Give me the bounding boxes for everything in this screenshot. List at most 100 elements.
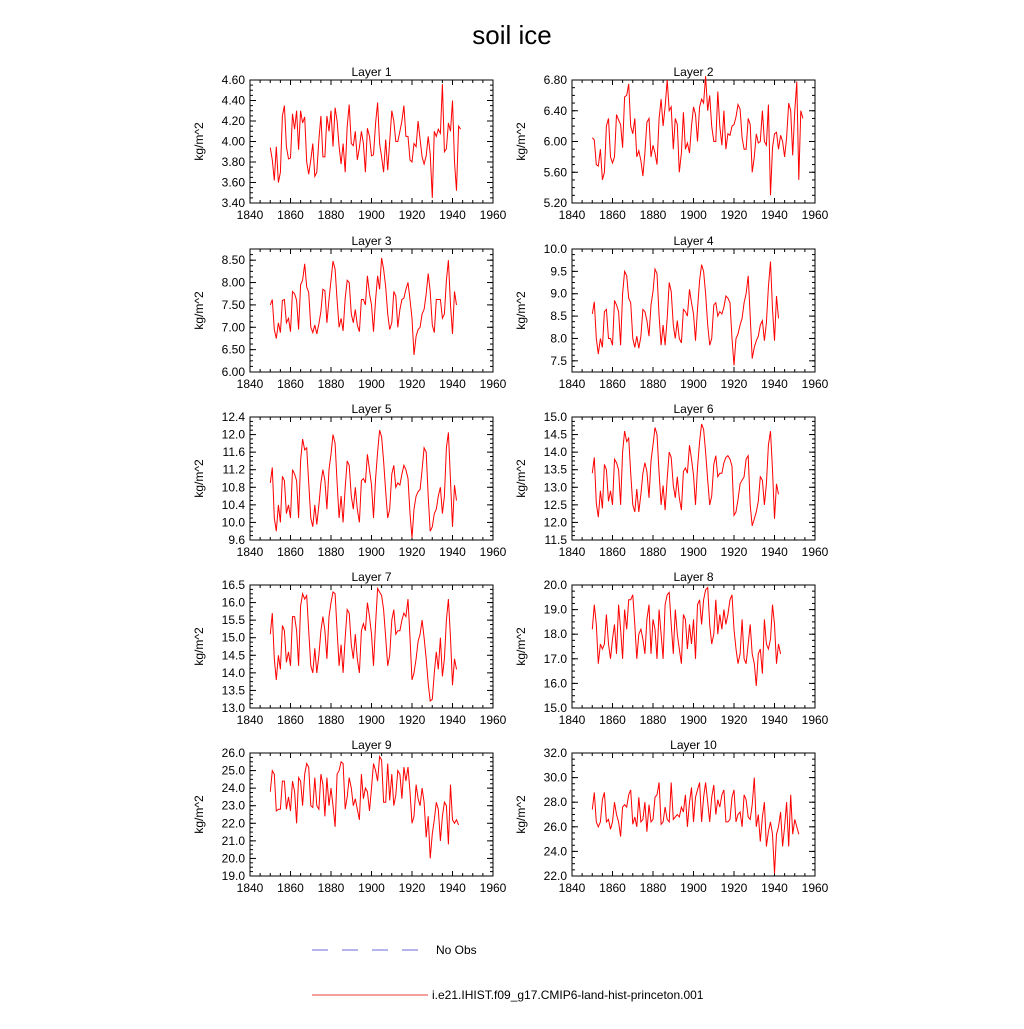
main-title: soil ice bbox=[472, 20, 551, 50]
y-tick-label: 6.80 bbox=[544, 73, 568, 87]
plot-frame bbox=[571, 248, 816, 373]
legend-no-obs-label: No Obs bbox=[436, 943, 477, 957]
x-tick-label: 1840 bbox=[237, 208, 264, 222]
y-tick-label: 18.0 bbox=[544, 627, 568, 641]
panel-title: Layer 5 bbox=[351, 402, 391, 416]
series-line bbox=[269, 430, 457, 538]
y-tick-label: 4.40 bbox=[222, 94, 246, 108]
x-tick-label: 1860 bbox=[599, 881, 626, 895]
y-tick-label: 6.00 bbox=[222, 365, 246, 379]
y-tick-label: 20.0 bbox=[544, 578, 568, 592]
x-tick-label: 1880 bbox=[640, 545, 667, 559]
x-tick-label: 1960 bbox=[802, 881, 829, 895]
y-axis-label: kg/m^2 bbox=[192, 122, 206, 161]
y-tick-label: 9.5 bbox=[550, 264, 567, 278]
y-tick-label: 5.60 bbox=[544, 165, 568, 179]
y-tick-label: 16.0 bbox=[544, 676, 568, 690]
x-tick-label: 1840 bbox=[559, 545, 586, 559]
x-tick-label: 1860 bbox=[277, 377, 304, 391]
y-tick-label: 20.0 bbox=[222, 851, 246, 865]
x-tick-label: 1840 bbox=[559, 713, 586, 727]
y-tick-label: 9.0 bbox=[550, 287, 567, 301]
y-tick-label: 26.0 bbox=[544, 820, 568, 834]
x-tick-label: 1860 bbox=[599, 545, 626, 559]
x-tick-label: 1880 bbox=[640, 208, 667, 222]
x-tick-label: 1860 bbox=[277, 881, 304, 895]
panel-title: Layer 8 bbox=[673, 570, 713, 584]
y-tick-label: 13.5 bbox=[544, 463, 568, 477]
y-tick-label: 16.5 bbox=[222, 578, 246, 592]
y-tick-label: 3.60 bbox=[222, 176, 246, 190]
x-tick-label: 1900 bbox=[358, 377, 385, 391]
x-tick-label: 1940 bbox=[439, 545, 466, 559]
y-tick-label: 10.0 bbox=[222, 515, 246, 529]
panel-title: Layer 6 bbox=[673, 402, 713, 416]
x-tick-label: 1940 bbox=[439, 881, 466, 895]
x-tick-label: 1940 bbox=[761, 881, 788, 895]
x-tick-label: 1900 bbox=[358, 208, 385, 222]
series-line bbox=[591, 423, 779, 527]
x-tick-label: 1920 bbox=[721, 713, 748, 727]
panels: Layer 1 kg/m^2 1840 1860 1880 1900 1920 1940 196… bbox=[192, 65, 829, 895]
panel-layer-2: Layer 2 kg/m^2 1840 1860 1880 1900 1920 1940 196… bbox=[514, 65, 829, 222]
x-tick-label: 1920 bbox=[399, 713, 426, 727]
y-axis-label: kg/m^2 bbox=[192, 627, 206, 666]
panel-title: Layer 3 bbox=[351, 234, 391, 248]
y-tick-label: 19.0 bbox=[544, 603, 568, 617]
panel-layer-1: Layer 1 kg/m^2 1840 1860 1880 1900 1920 1940 196… bbox=[192, 65, 507, 222]
y-tick-label: 30.0 bbox=[544, 771, 568, 785]
y-tick-label: 5.20 bbox=[544, 196, 568, 210]
x-tick-label: 1900 bbox=[358, 881, 385, 895]
y-tick-label: 11.6 bbox=[223, 445, 246, 459]
panel-layer-9: Layer 9 kg/m^2 1840 1860 1880 1900 1920 1940 196… bbox=[192, 738, 507, 895]
x-tick-label: 1880 bbox=[318, 208, 345, 222]
y-tick-label: 14.0 bbox=[544, 445, 568, 459]
panel-title: Layer 1 bbox=[351, 65, 391, 79]
y-axis-label: kg/m^2 bbox=[514, 795, 528, 834]
y-tick-label: 13.0 bbox=[222, 701, 246, 715]
y-tick-label: 25.0 bbox=[222, 764, 246, 778]
x-tick-label: 1840 bbox=[237, 713, 264, 727]
x-tick-label: 1920 bbox=[399, 881, 426, 895]
y-tick-label: 8.0 bbox=[550, 331, 567, 345]
y-tick-label: 8.00 bbox=[222, 276, 246, 290]
y-tick-label: 15.0 bbox=[222, 631, 246, 645]
x-tick-label: 1880 bbox=[318, 713, 345, 727]
y-tick-label: 6.40 bbox=[544, 104, 568, 118]
x-tick-label: 1860 bbox=[599, 377, 626, 391]
y-tick-label: 12.5 bbox=[544, 498, 568, 512]
x-tick-label: 1960 bbox=[480, 208, 507, 222]
x-tick-label: 1860 bbox=[277, 713, 304, 727]
series-line bbox=[269, 754, 460, 859]
x-tick-label: 1960 bbox=[480, 881, 507, 895]
y-tick-label: 10.4 bbox=[222, 498, 246, 512]
y-tick-label: 13.0 bbox=[544, 480, 568, 494]
y-tick-label: 24.0 bbox=[222, 781, 246, 795]
x-tick-label: 1900 bbox=[358, 713, 385, 727]
y-axis-label: kg/m^2 bbox=[514, 459, 528, 498]
x-tick-label: 1940 bbox=[761, 545, 788, 559]
x-tick-label: 1920 bbox=[721, 881, 748, 895]
plot-frame bbox=[249, 752, 494, 877]
x-tick-label: 1900 bbox=[680, 545, 707, 559]
x-tick-label: 1900 bbox=[680, 377, 707, 391]
y-axis-label: kg/m^2 bbox=[192, 795, 206, 834]
y-tick-label: 15.5 bbox=[222, 613, 246, 627]
y-tick-label: 7.5 bbox=[550, 354, 567, 368]
x-tick-label: 1860 bbox=[599, 208, 626, 222]
x-tick-label: 1960 bbox=[480, 545, 507, 559]
x-tick-label: 1880 bbox=[640, 881, 667, 895]
y-tick-label: 9.6 bbox=[228, 533, 245, 547]
x-tick-label: 1880 bbox=[318, 545, 345, 559]
y-tick-label: 6.00 bbox=[544, 135, 568, 149]
y-tick-label: 12.0 bbox=[544, 515, 568, 529]
y-tick-label: 28.0 bbox=[544, 795, 568, 809]
y-tick-label: 15.0 bbox=[544, 410, 568, 424]
panel-title: Layer 7 bbox=[351, 570, 391, 584]
x-tick-label: 1920 bbox=[399, 377, 426, 391]
y-axis-label: kg/m^2 bbox=[514, 627, 528, 666]
panel-layer-8: Layer 8 kg/m^2 1840 1860 1880 1900 1920 1940 196… bbox=[514, 570, 829, 727]
panel-layer-5: Layer 5 kg/m^2 1840 1860 1880 1900 1920 1940 196… bbox=[192, 402, 507, 559]
